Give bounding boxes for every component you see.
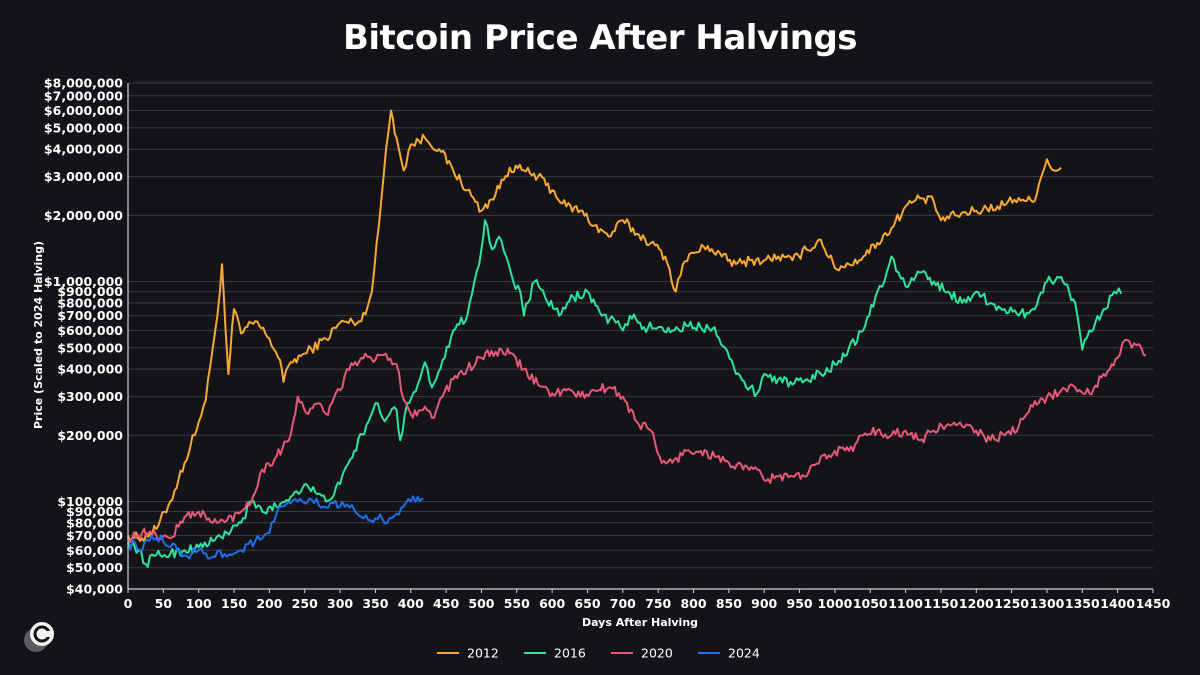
y-tick-label: $4,000,000: [44, 142, 123, 157]
x-tick-label: 1200: [959, 596, 994, 611]
x-tick-label: 450: [433, 596, 459, 611]
x-tick-label: 0: [124, 596, 133, 611]
series-line-2016: [127, 219, 1123, 568]
axes: [127, 83, 1153, 590]
coinglass-logo-icon: [24, 622, 54, 652]
legend-label-2024: 2024: [728, 646, 760, 661]
x-tick-label: 1450: [1136, 596, 1171, 611]
x-tick-label: 100: [186, 596, 212, 611]
x-tick-label: 350: [362, 596, 388, 611]
y-tick-label: $300,000: [57, 389, 123, 404]
y-tick-label: $1,000,000: [44, 274, 123, 289]
y-tick-label: $800,000: [57, 295, 123, 310]
x-tick-label: 400: [398, 596, 424, 611]
series-line-2024: [127, 495, 424, 560]
x-tick-label: 700: [610, 596, 636, 611]
x-tick-label: 1000: [817, 596, 852, 611]
legend-label-2012: 2012: [467, 646, 499, 661]
x-tick-label: 1150: [924, 596, 959, 611]
x-tick-label: 150: [221, 596, 247, 611]
y-tick-label: $8,000,000: [44, 76, 123, 91]
legend-label-2020: 2020: [641, 646, 673, 661]
x-tick-label: 1300: [1030, 596, 1065, 611]
legend-label-2016: 2016: [554, 646, 586, 661]
y-tick-label: $7,000,000: [44, 88, 123, 103]
y-tick-label: $2,000,000: [44, 208, 123, 223]
x-tick-label: 650: [574, 596, 600, 611]
x-tick-label: 1250: [994, 596, 1029, 611]
x-tick-label: 500: [468, 596, 494, 611]
x-tick-label: 1050: [853, 596, 888, 611]
y-tick-label: $80,000: [66, 515, 123, 530]
legend: 2012 2016 2020 2024: [437, 646, 760, 661]
x-tick-label: 1350: [1065, 596, 1100, 611]
y-tick-label: $400,000: [57, 362, 123, 377]
x-tick-label: 800: [680, 596, 706, 611]
x-tick-label: 600: [539, 596, 565, 611]
series-lines: [127, 109, 1147, 568]
x-axis-label: Days After Halving: [582, 616, 698, 629]
x-tick-label: 50: [155, 596, 173, 611]
x-tick-label: 750: [645, 596, 671, 611]
x-tick-label: 300: [327, 596, 353, 611]
x-tick-label: 550: [504, 596, 530, 611]
y-tick-label: $60,000: [66, 543, 123, 558]
y-tick-label: $900,000: [57, 284, 123, 299]
y-tick-labels: $40,000 $50,000 $60,000$70,000$80,000$90,0…: [44, 76, 123, 597]
chart-title: Bitcoin Price After Halvings: [342, 18, 858, 58]
y-tick-label: $90,000: [66, 504, 123, 519]
y-tick-label: $600,000: [57, 323, 123, 338]
x-tick-label: 200: [256, 596, 282, 611]
x-tick-label: 950: [787, 596, 813, 611]
y-tick-label: $500,000: [57, 340, 123, 355]
x-tick-labels: 0 50 100 150 200 250 300 350 400 450 500 550 600 650 7…: [124, 589, 1171, 611]
series-line-2020: [127, 338, 1147, 544]
y-axis-label: Price (Scaled to 2024 Halving): [32, 241, 45, 429]
x-tick-label: 850: [716, 596, 742, 611]
y-tick-label: $70,000: [66, 528, 123, 543]
gridlines: [128, 82, 1153, 590]
y-tick-label: $6,000,000: [44, 103, 123, 118]
x-tick-label: 1100: [888, 596, 923, 611]
y-tick-label: $100,000: [57, 494, 123, 509]
series-line-2012: [127, 109, 1062, 543]
x-tick-label: 1400: [1100, 596, 1135, 611]
x-tick-label: 900: [751, 596, 777, 611]
y-tick-label: $700,000: [57, 308, 123, 323]
y-tick-label: $40,000: [66, 582, 123, 597]
y-tick-label: $3,000,000: [44, 169, 123, 184]
y-tick-label: $200,000: [57, 428, 123, 443]
x-tick-label: 250: [292, 596, 318, 611]
y-tick-label: $50,000: [66, 560, 123, 575]
y-tick-label: $5,000,000: [44, 120, 123, 135]
